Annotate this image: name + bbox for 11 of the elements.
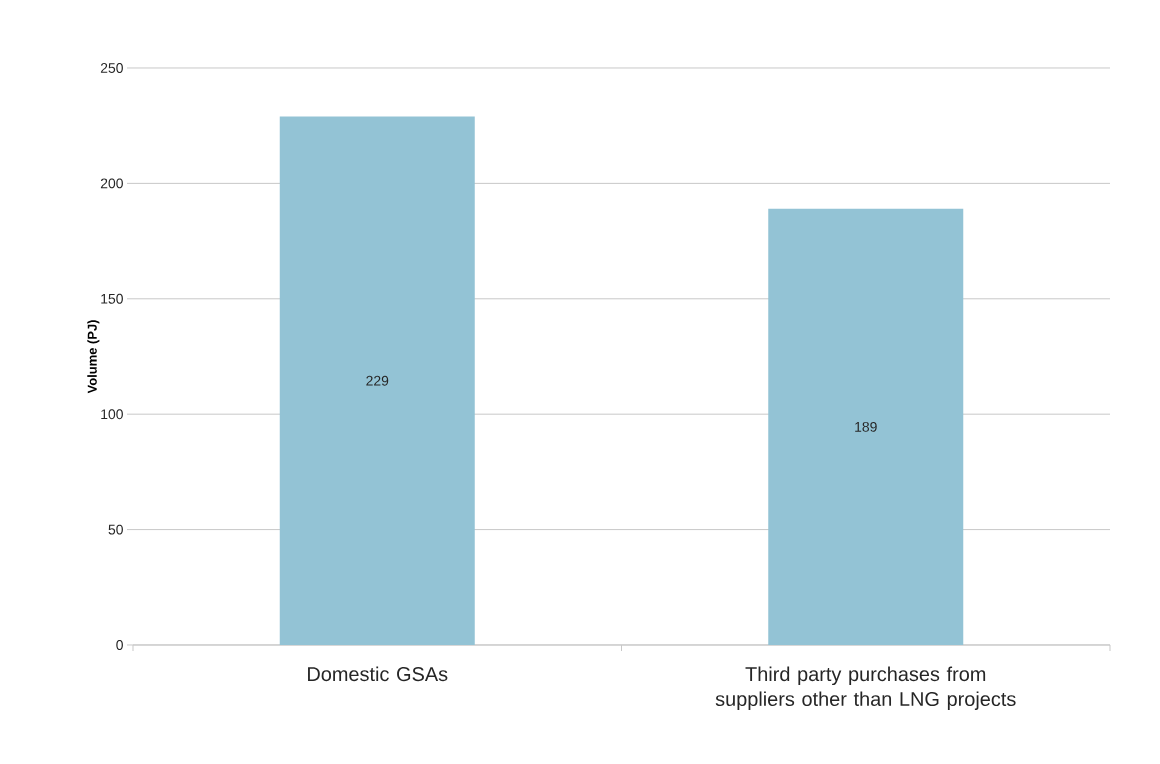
y-tick-label: 100 (101, 409, 123, 420)
y-tick-label: 250 (100, 63, 123, 73)
y-tick-label: 0 (116, 640, 123, 650)
data-label: 189 (855, 421, 877, 432)
x-tick-label: Domestic GSAs (308, 666, 448, 682)
y-tick-label: 150 (101, 293, 123, 304)
data-label: 229 (366, 375, 389, 386)
y-tick-label: 50 (108, 524, 123, 535)
y-tick-label: 200 (100, 178, 123, 189)
y-axis-title: Volume (PJ) (87, 320, 100, 394)
x-tick-label: Third party purchases from suppliers other than LNG projects (715, 666, 1016, 710)
